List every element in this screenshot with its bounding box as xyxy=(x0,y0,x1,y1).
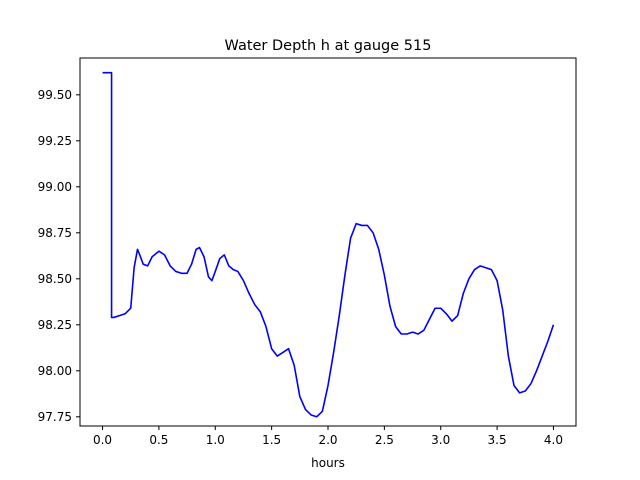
y-tick-label: 98.00 xyxy=(38,364,72,378)
plot-area xyxy=(102,71,555,418)
y-tick-label: 98.25 xyxy=(38,318,72,332)
y-axis: 97.75 98.00 98.25 98.50 98.75 99.00 99.25 99.50 xyxy=(38,88,80,424)
y-tick-label: 98.75 xyxy=(38,226,72,240)
y-tick-label: 99.25 xyxy=(38,134,72,148)
series-line-0 xyxy=(102,71,555,418)
x-tick-label: 1.5 xyxy=(262,433,281,447)
y-tick-label: 99.00 xyxy=(38,180,72,194)
y-tick-label: 98.50 xyxy=(38,272,72,286)
x-tick-label: 3.0 xyxy=(431,433,450,447)
x-axis: 0.0 0.5 1.0 1.5 2.0 2.5 3.0 3.5 4.0 xyxy=(93,426,563,447)
x-tick-label: 0.0 xyxy=(93,433,112,447)
y-tick-label: 99.50 xyxy=(38,88,72,102)
x-tick-label: 2.0 xyxy=(318,433,337,447)
x-tick-label: 1.0 xyxy=(206,433,225,447)
x-tick-label: 3.5 xyxy=(488,433,507,447)
x-tick-label: 0.5 xyxy=(149,433,168,447)
chart-title: Water Depth h at gauge 515 xyxy=(225,38,432,54)
x-axis-label: hours xyxy=(311,456,345,470)
y-tick-label: 97.75 xyxy=(38,410,72,424)
x-tick-label: 4.0 xyxy=(544,433,563,447)
x-tick-label: 2.5 xyxy=(375,433,394,447)
